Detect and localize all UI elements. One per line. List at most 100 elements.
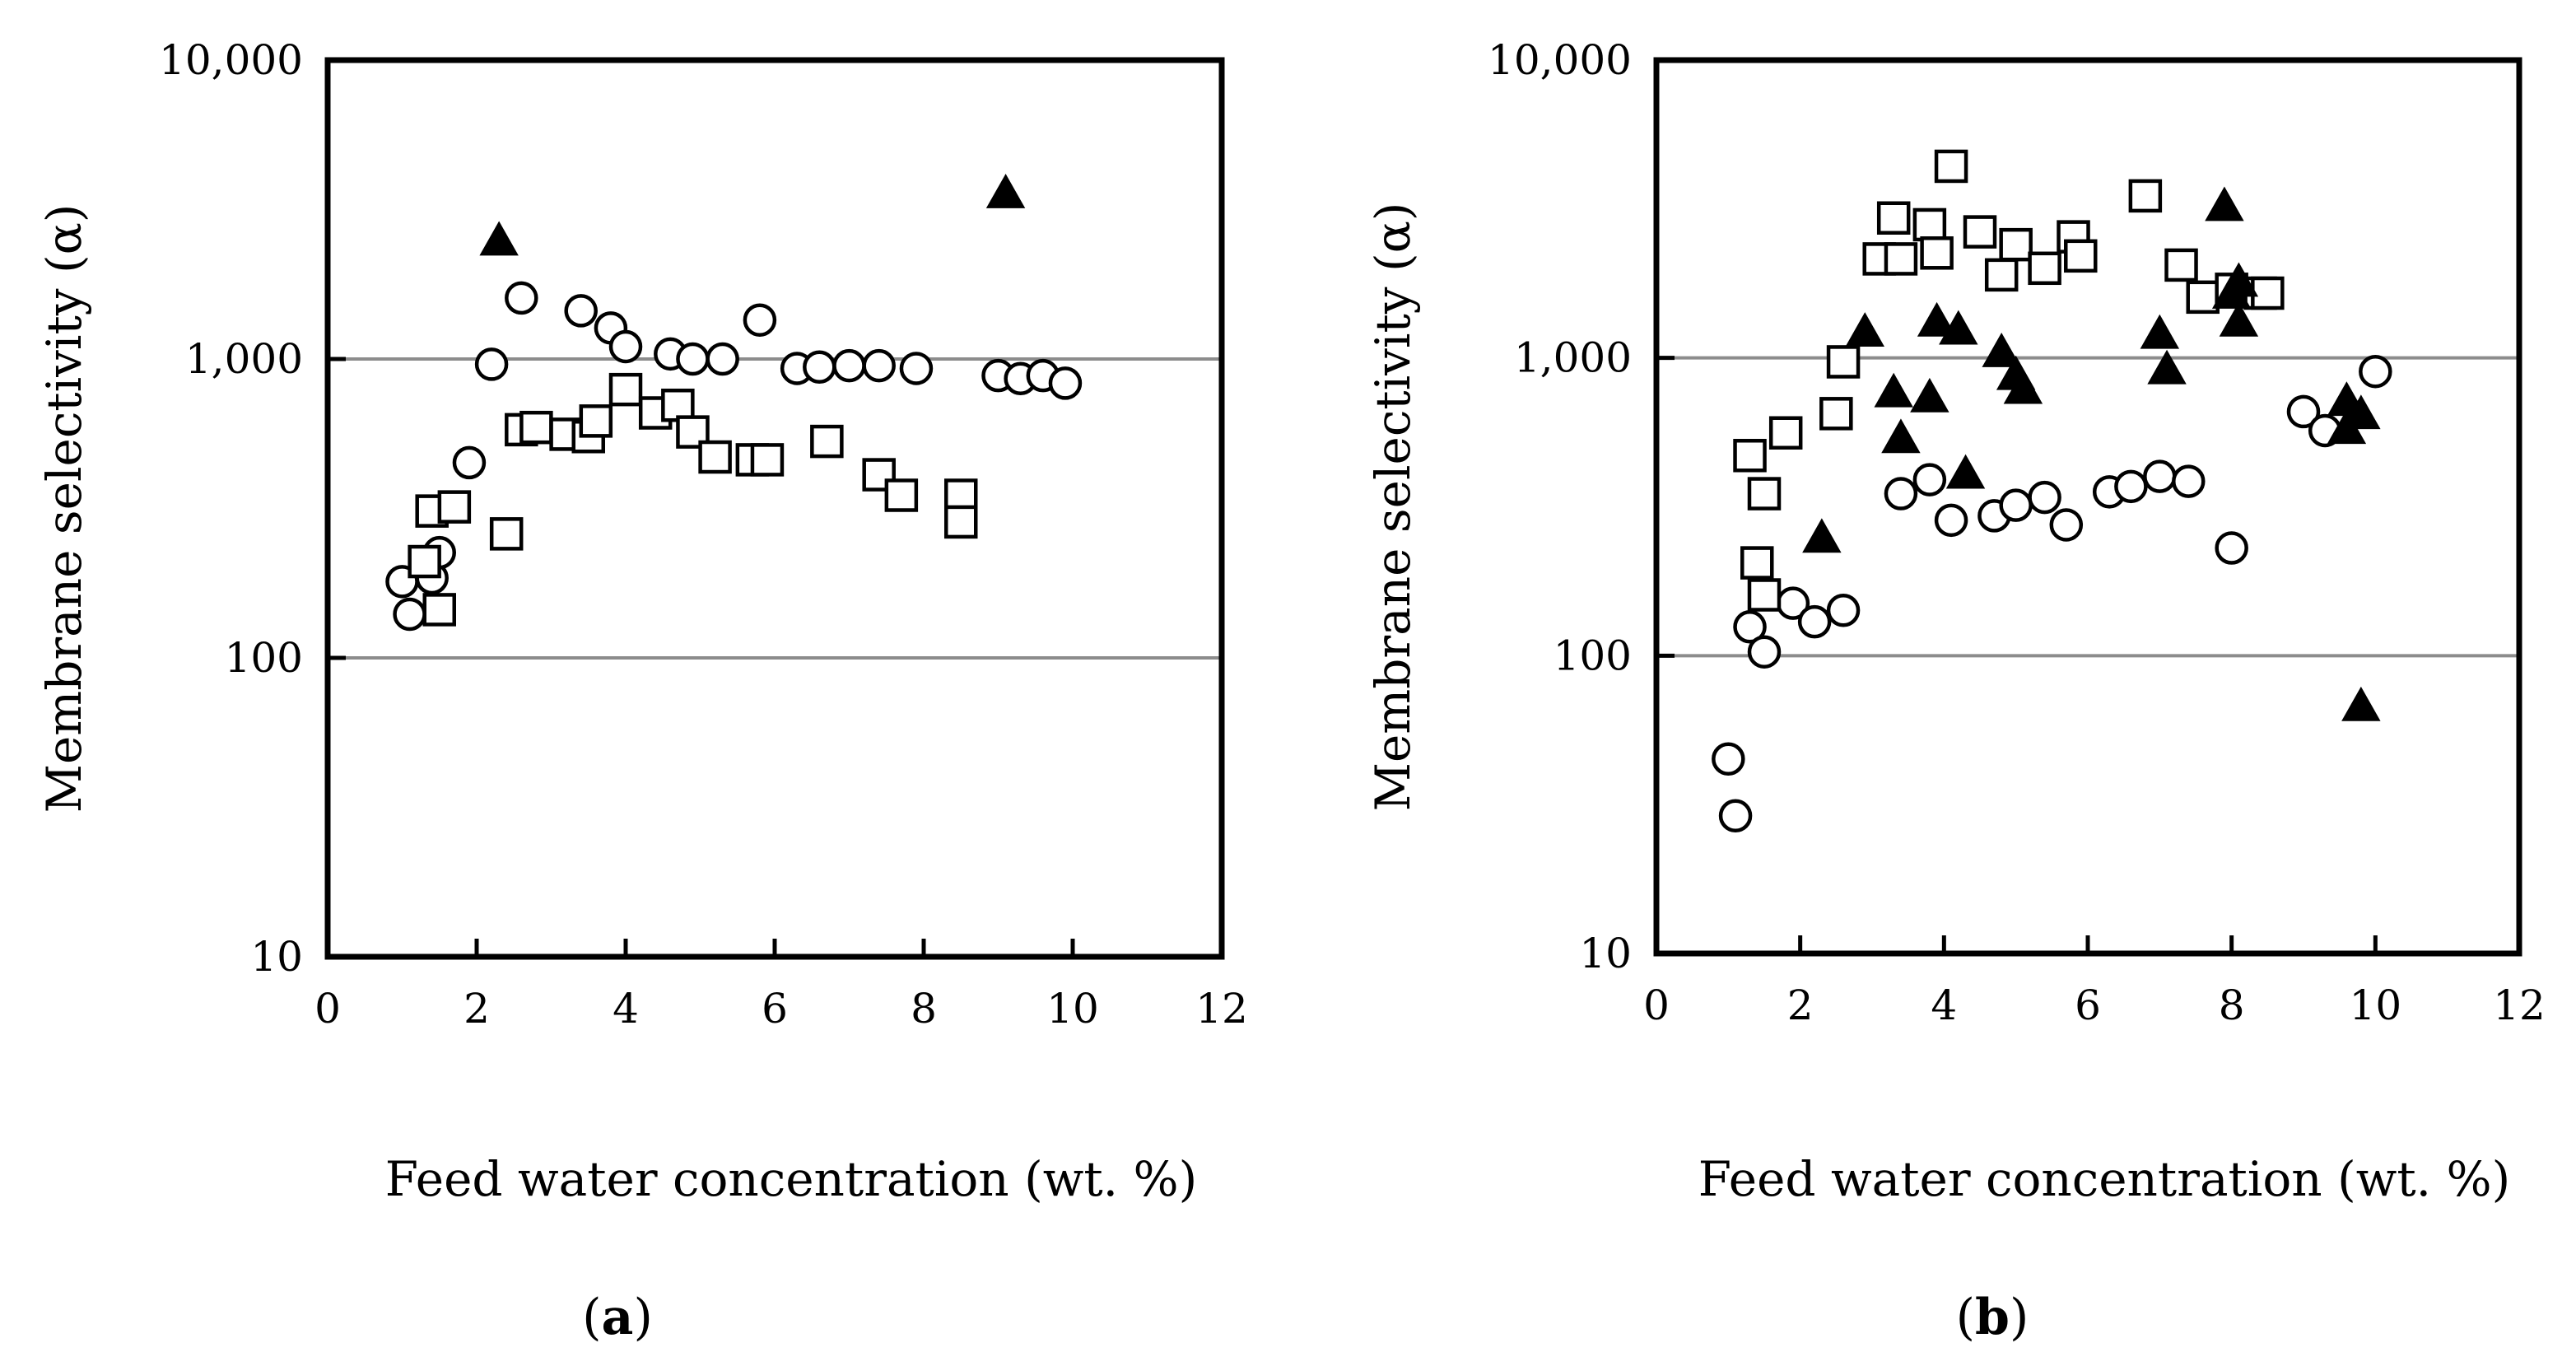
circles-point-15 bbox=[803, 350, 836, 385]
x-tick-label-10: 10 bbox=[2350, 981, 2402, 1029]
x-tick-label-8: 8 bbox=[2219, 981, 2245, 1029]
y-tick-label-3: 10,000 bbox=[1488, 36, 1632, 84]
circles-point-1 bbox=[1718, 799, 1753, 833]
panel-label-close: ) bbox=[633, 1289, 652, 1346]
panel-label-close: ) bbox=[2010, 1289, 2029, 1346]
series-triangles bbox=[479, 174, 1026, 256]
squares-point-19 bbox=[2128, 179, 2163, 213]
triangles-point-4 bbox=[1910, 377, 1949, 413]
squares-point-3 bbox=[437, 490, 472, 524]
triangles-point-7 bbox=[1945, 454, 1986, 489]
x-tick-label-10: 10 bbox=[1046, 985, 1099, 1033]
squares-point-13 bbox=[1963, 215, 1997, 249]
squares-point-12 bbox=[661, 388, 695, 422]
squares-point-16 bbox=[750, 443, 785, 477]
circles-point-21 bbox=[2359, 354, 2392, 389]
triangles-point-1 bbox=[985, 174, 1026, 208]
squares-point-5 bbox=[1819, 397, 1853, 431]
panel-label-letter: b bbox=[1975, 1289, 2010, 1346]
x-tick-label-8: 8 bbox=[911, 985, 937, 1033]
squares-point-4 bbox=[489, 517, 524, 551]
triangles-point-8 bbox=[1982, 332, 2021, 367]
squares-point-14 bbox=[1984, 258, 2019, 292]
squares-point-4 bbox=[1768, 416, 1803, 450]
squares-point-18 bbox=[2064, 239, 2098, 273]
y-axis-label: Membrane selectivity (α) bbox=[36, 204, 92, 814]
circles-point-9 bbox=[608, 329, 643, 364]
triangles-point-2 bbox=[1874, 372, 1913, 408]
circles-point-15 bbox=[2114, 469, 2148, 504]
squares-point-12 bbox=[1934, 149, 1968, 184]
circles-point-5 bbox=[474, 347, 509, 381]
series-squares bbox=[1733, 149, 2285, 612]
squares-point-14 bbox=[698, 440, 732, 474]
x-tick-label-2: 2 bbox=[463, 985, 490, 1033]
squares-point-20 bbox=[2164, 248, 2198, 282]
circles-point-9 bbox=[1934, 503, 1968, 538]
x-axis-label: Feed water concentration (wt. %) bbox=[385, 1151, 1198, 1207]
y-axis-label: Membrane selectivity (α) bbox=[1365, 203, 1421, 812]
squares-point-6 bbox=[1826, 345, 1861, 379]
y-tick-label-2: 1,000 bbox=[1514, 334, 1632, 382]
squares-point-17 bbox=[810, 424, 844, 459]
x-tick-label-6: 6 bbox=[762, 985, 788, 1033]
circles-point-13 bbox=[2049, 508, 2084, 542]
triangles-point-20 bbox=[2341, 686, 2381, 721]
panel-label: (a) bbox=[582, 1289, 653, 1346]
plot-frame bbox=[1653, 57, 2522, 957]
squares-point-3 bbox=[1747, 578, 1782, 612]
circles-point-18 bbox=[899, 352, 934, 385]
y-tick-label-0: 10 bbox=[250, 933, 303, 981]
squares-point-0 bbox=[1733, 439, 1767, 473]
circles-point-16 bbox=[2143, 459, 2177, 493]
triangles-point-13 bbox=[2205, 186, 2244, 221]
squares-point-15 bbox=[1999, 227, 2033, 262]
circles-point-11 bbox=[676, 342, 710, 376]
squares-point-10 bbox=[608, 372, 643, 407]
circles-point-7 bbox=[1884, 477, 1918, 511]
triangles-point-16 bbox=[2219, 301, 2259, 337]
squares-point-11 bbox=[1920, 236, 1954, 270]
circles-point-12 bbox=[706, 342, 739, 376]
squares-point-16 bbox=[2028, 251, 2061, 286]
triangles-point-12 bbox=[2147, 349, 2187, 385]
circles-point-6 bbox=[505, 281, 538, 315]
squares-point-6 bbox=[519, 410, 553, 445]
series-circles bbox=[385, 281, 1083, 632]
circles-point-13 bbox=[743, 303, 777, 337]
circles-point-7 bbox=[564, 294, 598, 328]
panel-label: (b) bbox=[1956, 1289, 2029, 1346]
circles-point-19 bbox=[2286, 394, 2321, 429]
squares-point-10 bbox=[1912, 207, 1947, 242]
triangles-point-3 bbox=[1881, 418, 1921, 454]
panel-label-open: ( bbox=[582, 1289, 601, 1346]
squares-point-2 bbox=[1747, 477, 1782, 511]
x-tick-label-4: 4 bbox=[613, 985, 639, 1033]
squares-point-21 bbox=[2186, 280, 2220, 315]
squares-point-9 bbox=[1884, 242, 1918, 276]
circles-point-3 bbox=[1747, 635, 1782, 669]
circles-point-1 bbox=[393, 597, 426, 632]
circles-point-17 bbox=[2172, 464, 2206, 498]
triangles-point-0 bbox=[479, 221, 519, 256]
triangles-point-0 bbox=[1802, 518, 1842, 553]
circles-point-2 bbox=[1733, 610, 1767, 644]
circles-point-16 bbox=[832, 348, 866, 383]
series-triangles bbox=[1802, 186, 2381, 721]
panel-label-letter: a bbox=[602, 1289, 634, 1346]
circles-point-0 bbox=[1712, 742, 1745, 776]
triangles-point-5 bbox=[1917, 301, 1957, 337]
squares-point-2 bbox=[422, 593, 456, 627]
x-tick-label-6: 6 bbox=[2075, 981, 2101, 1029]
circles-point-11 bbox=[1999, 488, 2033, 522]
squares-point-1 bbox=[1740, 546, 1774, 580]
x-tick-label-12: 12 bbox=[1195, 985, 1248, 1033]
x-axis-label: Feed water concentration (wt. %) bbox=[1698, 1151, 2511, 1207]
squares-point-9 bbox=[579, 404, 613, 438]
triangles-point-11 bbox=[2140, 314, 2180, 349]
triangles-point-6 bbox=[1939, 310, 1978, 345]
triangles-point-15 bbox=[2219, 262, 2259, 297]
y-tick-label-2: 1,000 bbox=[185, 335, 303, 383]
x-tick-label-0: 0 bbox=[314, 985, 341, 1033]
circles-point-17 bbox=[862, 348, 896, 383]
